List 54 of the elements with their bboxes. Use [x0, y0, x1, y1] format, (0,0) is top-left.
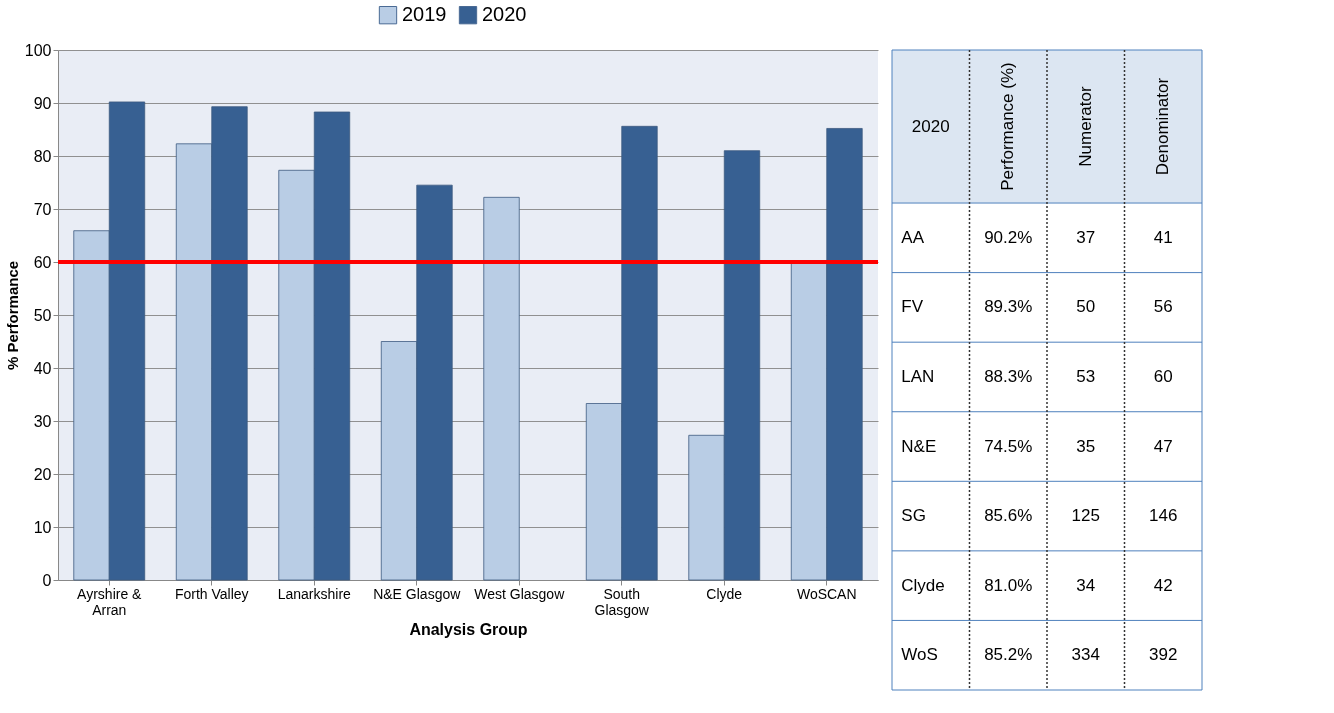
x-tick-label: West Glasgow — [474, 585, 566, 602]
text: 89.3% — [984, 297, 1033, 317]
text: 42 — [1153, 575, 1173, 595]
x-axis-title: Analysis Group — [409, 620, 528, 638]
text: 85.2% — [984, 645, 1033, 665]
text: 81.0% — [984, 575, 1033, 595]
y-tick-label: 100 — [24, 41, 52, 59]
y-tick-label: 20 — [33, 465, 52, 483]
y-tick-label: 60 — [33, 253, 52, 271]
text: 392 — [1149, 645, 1178, 665]
y-tick-label: 80 — [33, 147, 52, 165]
x-tick-label: Forth Valley — [174, 585, 249, 602]
category-label: 2020 — [911, 116, 950, 136]
x-tick-label: Lanarkshire — [277, 585, 352, 602]
text: 53 — [1076, 366, 1096, 386]
x-tick-label: N&E Glasgow — [373, 585, 462, 602]
text: 56 — [1153, 297, 1173, 317]
x-tick-label: Ayrshire & Arran — [77, 585, 143, 618]
legend-label: 2019 — [402, 3, 447, 26]
category-label: N&E — [901, 436, 937, 456]
category-label: Performance (%) — [998, 62, 1018, 191]
text: 37 — [1076, 227, 1096, 247]
y-axis-title: % Performance — [3, 260, 21, 371]
legend-label: 2020 — [482, 3, 527, 26]
x-tick-label: Clyde — [706, 585, 743, 602]
text: 74.5% — [984, 436, 1033, 456]
y-tick-label: 40 — [33, 359, 52, 377]
text: 34 — [1076, 575, 1096, 595]
x-tick-label: South Glasgow — [594, 585, 650, 618]
text: 50 — [1076, 297, 1096, 317]
y-tick-label: 10 — [33, 518, 52, 536]
y-tick-label: 0 — [42, 571, 52, 589]
y-tick-label: 70 — [33, 200, 52, 218]
y-tick-label: 90 — [33, 94, 52, 112]
category-label: Numerator — [1075, 86, 1095, 167]
text: 334 — [1071, 645, 1100, 665]
text: 35 — [1076, 436, 1096, 456]
text: 90.2% — [984, 227, 1033, 247]
category-label: WoS — [901, 645, 938, 665]
category-label: SG — [901, 506, 926, 526]
text: 47 — [1153, 436, 1173, 456]
text: 85.6% — [984, 506, 1033, 526]
text: 88.3% — [984, 366, 1033, 386]
x-tick-label: WoSCAN — [796, 585, 857, 602]
text: 146 — [1149, 506, 1178, 526]
category-label: LAN — [901, 366, 935, 386]
category-label: AA — [901, 227, 924, 247]
y-tick-label: 50 — [33, 306, 52, 324]
text: 41 — [1153, 227, 1173, 247]
text: 125 — [1071, 506, 1100, 526]
text: 60 — [1153, 366, 1173, 386]
y-tick-label: 30 — [33, 412, 52, 430]
category-label: FV — [901, 297, 924, 317]
category-label: Denominator — [1153, 77, 1173, 176]
